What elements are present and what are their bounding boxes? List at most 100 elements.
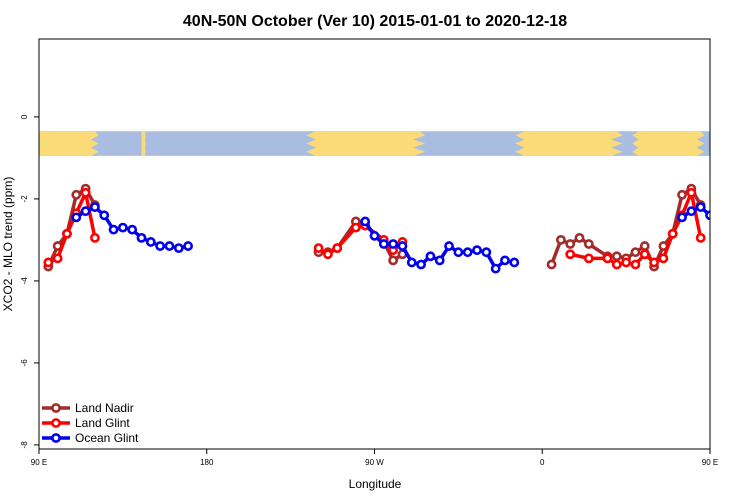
ocean-glint-point [406,257,417,268]
ocean-glint-point [434,255,445,266]
ocean-glint-point [183,241,194,251]
ocean-glint-point [145,237,156,247]
map-land-europe [515,131,623,156]
land-glint-point [611,259,622,270]
land-glint-point [583,253,594,264]
ocean-glint-point [127,224,138,235]
land-nadir-point [71,189,82,200]
map-land-kurils [141,131,146,156]
ocean-glint-point [397,241,408,251]
land-nadir-point [565,239,576,249]
world-map-strip [39,131,710,156]
land-glint-point [80,187,91,198]
legend-marker [51,403,61,413]
ocean-glint-point [444,241,454,251]
chart-title: 40N-50N October (Ver 10) 2015-01-01 to 2… [183,13,567,30]
land-glint-point [90,232,100,243]
ocean-glint-point [462,247,473,258]
land-glint-point [313,243,324,253]
ocean-glint-point [117,222,128,233]
ocean-glint-point [481,247,492,258]
x-tick-label: 90 E [31,458,47,467]
ocean-glint-point [453,247,464,258]
land-glint-point [350,222,361,233]
land-glint-point [639,249,650,260]
x-tick-label: 0 [540,458,545,467]
series-layer [43,183,732,274]
land-nadir-point [574,232,585,243]
land-glint-point [332,243,343,253]
ocean-glint-point [378,239,389,249]
x-tick-label: 90 W [365,458,384,467]
ocean-glint-point [500,255,510,266]
land-nadir-point [677,189,687,200]
land-nadir-point [630,247,641,258]
ocean-glint-point [416,259,426,270]
legend-label: Ocean Glint [75,431,139,445]
land-glint-point [686,187,697,198]
y-axis: 0 -2 -4 -6 -8 [20,114,39,448]
land-nadir-point [639,241,650,251]
map-land-asia [632,131,705,156]
y-tick-label: -4 [20,277,29,285]
land-nadir-point [555,234,566,245]
legend-item-ocean-glint: Ocean Glint [42,431,139,445]
x-axis: 90 E 180 90 W 0 90 E [31,449,718,467]
series-land-glint [43,187,706,270]
land-glint-point [649,257,659,268]
x-axis-label: Longitude [349,477,402,491]
y-axis-label: XCO2 - MLO trend (ppm) [1,177,15,312]
y-tick-label: -8 [20,441,29,449]
legend-item-land-nadir: Land Nadir [42,401,134,415]
land-glint-point [62,228,72,239]
y-tick-label: -2 [20,195,29,203]
ocean-glint-point [388,239,399,249]
legend-label: Land Glint [75,416,130,430]
land-glint-point [630,259,641,270]
ocean-glint-point [472,245,482,256]
legend-label: Land Nadir [75,401,134,415]
land-nadir-point [388,255,399,266]
land-glint-point [52,253,63,264]
y-tick-label: 0 [20,114,29,119]
series-ocean-glint [71,202,732,274]
y-tick-label: -6 [20,359,29,367]
ocean-glint-point [705,210,710,221]
ocean-glint-point [164,241,175,251]
ocean-glint-point [99,210,110,221]
plot-frame [38,38,711,450]
ocean-glint-point [71,212,82,223]
ocean-glint-point [369,230,380,241]
land-glint-point [43,257,54,268]
ocean-glint-point [155,241,166,251]
land-nadir-point [611,251,622,262]
land-glint-point [621,257,632,268]
land-nadir-point [583,239,594,249]
map-land-asia-east [39,131,99,156]
ocean-glint-point [716,226,723,233]
ocean-glint-point [136,232,147,243]
ocean-glint-point [80,206,91,217]
x-tick-label: 90 E [702,458,718,467]
land-glint-point [667,228,678,239]
ocean-glint-point [490,263,501,274]
land-glint-point [695,232,706,243]
ocean-glint-point [90,202,100,212]
ocean-glint-point [686,206,697,217]
ocean-glint-point [425,251,436,262]
legend-item-land-glint: Land Glint [42,416,130,430]
ocean-glint-point [108,224,119,235]
ocean-glint-point [173,243,184,253]
ocean-glint-point [677,212,687,223]
ocean-glint-point [725,224,732,231]
ocean-glint-point [695,202,706,212]
land-glint-point [565,249,576,260]
ocean-glint-point [360,216,371,227]
land-glint-point [658,253,669,264]
land-nadir-point [546,259,557,270]
legend-marker [51,433,61,443]
x-tick-label: 180 [200,458,214,467]
map-land-north-america [306,131,426,156]
